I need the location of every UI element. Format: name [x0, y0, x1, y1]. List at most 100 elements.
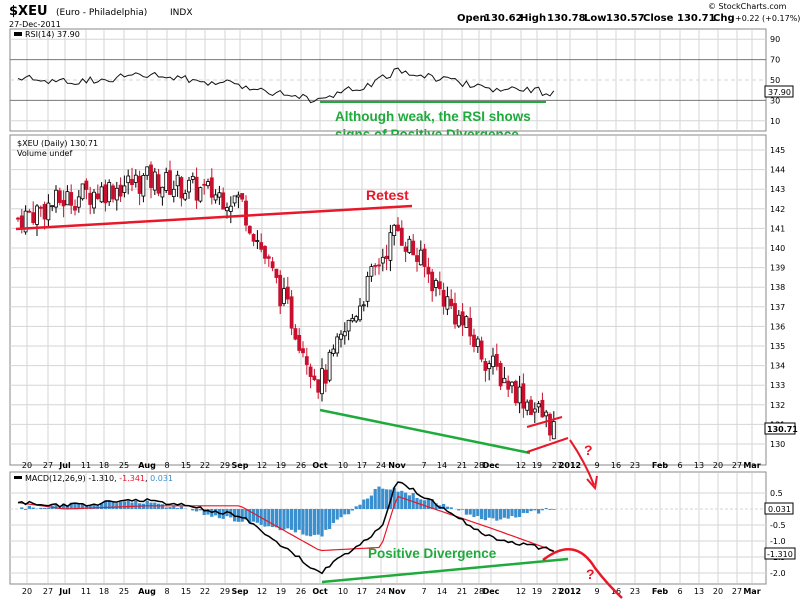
macd-histogram-bar — [381, 488, 385, 509]
candle-body — [532, 408, 537, 413]
candle-body — [92, 191, 96, 209]
x-tick-label: 27 — [552, 587, 562, 596]
macd-histogram-bar — [449, 507, 453, 509]
price-tick-label: 140 — [770, 244, 785, 253]
candle-body — [377, 264, 381, 267]
macd-histogram-bar — [521, 509, 525, 513]
macd-histogram-bar — [100, 503, 104, 509]
candle-body — [217, 192, 222, 198]
candle-body — [202, 183, 207, 186]
macd-histogram-bar — [328, 509, 332, 529]
macd-histogram-bar — [130, 502, 134, 509]
macd-histogram-bar — [160, 504, 164, 509]
candle-body — [168, 170, 172, 195]
x-tick-label: Aug — [138, 461, 156, 470]
macd-histogram-bar — [400, 490, 404, 509]
candle-body — [483, 361, 488, 371]
chart-date: 27-Dec-2011 — [9, 20, 61, 29]
candle-body — [270, 261, 275, 269]
macd-histogram-bar — [301, 509, 305, 535]
macd-histogram-bar — [411, 493, 415, 509]
macd-histogram-bar — [176, 508, 180, 509]
price-label: $XEU (Daily) 130.71 — [17, 139, 98, 148]
x-tick-label: 29 — [220, 587, 230, 596]
x-tick-label: 28 — [474, 587, 484, 596]
candle-body — [156, 174, 161, 194]
retest-label: Retest — [366, 187, 409, 203]
candle-body — [506, 380, 511, 390]
macd-histogram-bar — [362, 499, 366, 509]
x-tick-label: 27 — [552, 461, 562, 470]
macd-histogram-bar — [392, 487, 396, 509]
candle-body — [396, 224, 400, 232]
macd-histogram-bar — [354, 506, 358, 509]
hist-current-value: 0.031 — [768, 505, 791, 514]
price-axis: 145 144 143 142 141 140 139 138 137 136 135 134 133 1… — [770, 146, 785, 449]
x-tick-label: 15 — [181, 461, 191, 470]
candle-body — [107, 182, 112, 203]
macd-signal-line — [17, 495, 555, 552]
macd-histogram-bar — [122, 501, 126, 509]
candle-body — [209, 177, 214, 198]
candle-body — [494, 354, 499, 367]
candle-body — [502, 377, 507, 384]
macd-histogram-bar — [65, 505, 69, 509]
macd-histogram-bar — [464, 509, 468, 515]
candle-body — [236, 194, 241, 198]
candle-body — [426, 266, 431, 275]
x-tick-label: 15 — [181, 587, 191, 596]
macd-histogram-bar — [396, 491, 400, 509]
candle-body — [498, 363, 503, 387]
candle-body — [441, 289, 446, 307]
x-tick-label: 7 — [421, 461, 426, 470]
x-tick-label: 20 — [22, 587, 32, 596]
retest-resistance-line — [15, 204, 413, 231]
macd-histogram-bar — [54, 504, 58, 509]
rsi-tick-label: 70 — [770, 56, 780, 65]
price-tick-label: 138 — [770, 283, 785, 292]
macd-histogram-bar — [312, 509, 316, 535]
price-tick-label: 145 — [770, 146, 785, 155]
macd-histogram-bar — [278, 509, 282, 531]
candle-body — [380, 256, 385, 264]
macd-histogram-bar — [358, 504, 362, 509]
candle-body — [346, 319, 351, 332]
price-tick-label: 144 — [770, 166, 785, 175]
candle-body — [327, 351, 332, 381]
x-tick-label: Oct — [312, 587, 328, 596]
low-value: 130.57 — [606, 13, 645, 24]
x-tick-label: 21 — [457, 461, 467, 470]
macd-histogram-bar — [366, 498, 370, 509]
macd-histogram-bar — [168, 507, 172, 509]
candle-body — [453, 303, 457, 325]
macd-histogram-bar — [164, 507, 168, 509]
macd-histogram-bar — [339, 509, 343, 518]
rsi-tick-label: 10 — [770, 117, 780, 126]
candle-body — [422, 248, 427, 267]
macd-name: MACD(12,26,9) — [25, 474, 86, 483]
macd-histogram-bar — [533, 509, 537, 511]
candle-body — [407, 238, 412, 253]
macd-label: MACD(12,26,9) -1.310, -1.341, 0.031 — [25, 474, 173, 483]
macd-histogram-bar — [77, 503, 81, 509]
candle-body — [126, 175, 131, 184]
candle-body — [31, 212, 36, 224]
x-tick-label: 18 — [99, 461, 109, 470]
macd-histogram-bar — [369, 495, 373, 509]
macd-histogram-bar — [457, 509, 461, 511]
x-tick-label: Dec — [483, 461, 500, 470]
macd-histogram-bar — [491, 509, 495, 519]
candle-body — [282, 288, 286, 304]
macd-histogram-bar — [343, 509, 347, 515]
macd-histogram-bar — [499, 509, 503, 520]
candle-body — [266, 256, 271, 259]
x-tick-label: 9 — [594, 461, 599, 470]
macd-histogram-bar — [373, 488, 377, 509]
macd-histogram-bar — [483, 509, 487, 521]
x-tick-label: 24 — [376, 587, 386, 596]
candle-body — [536, 403, 541, 408]
candle-body — [472, 334, 476, 347]
x-tick-label: 22 — [200, 587, 210, 596]
macd-histogram-bar — [202, 509, 206, 516]
